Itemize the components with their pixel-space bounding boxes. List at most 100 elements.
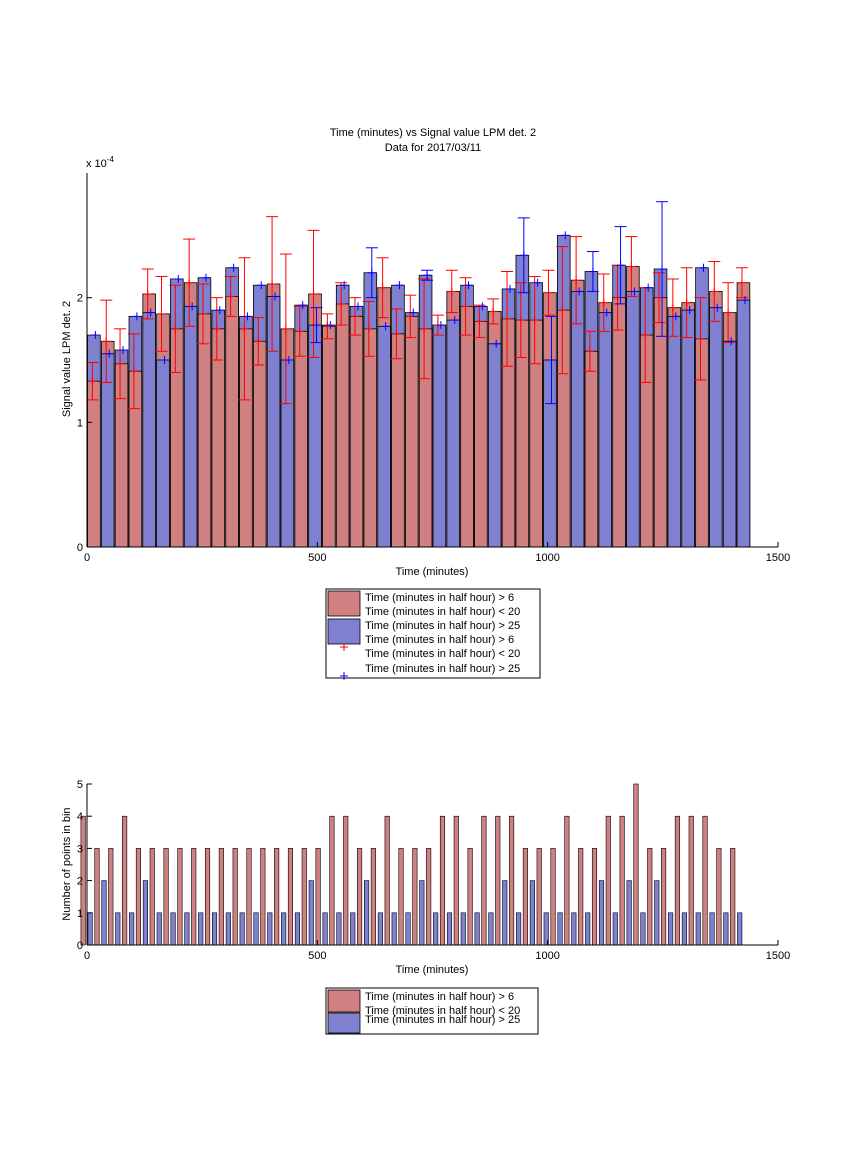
y-tick-label: 2 <box>77 876 83 888</box>
signal-bar-blue <box>183 305 198 548</box>
count-bar-blue <box>488 912 494 946</box>
count-bar-blue <box>391 912 397 946</box>
signal-bar-blue <box>266 296 281 548</box>
count-bar-blue <box>626 880 632 946</box>
signal-bar-red <box>639 334 654 548</box>
count-bar-red <box>80 815 86 946</box>
count-bar-red <box>702 815 708 946</box>
count-bar-red <box>135 848 141 946</box>
signal-bar-blue <box>308 324 322 548</box>
signal-bar-red <box>128 370 143 548</box>
count-bar-blue <box>516 912 522 946</box>
signal-bar-red <box>653 297 668 548</box>
top-chart: Time (minutes) vs Signal value LPM det. … <box>61 127 790 680</box>
count-bar-blue <box>446 912 453 946</box>
count-bar-red <box>619 815 625 946</box>
count-bar-blue <box>502 880 508 946</box>
count-bar-blue <box>654 880 660 946</box>
count-bar-blue <box>668 912 674 946</box>
signal-bar-red <box>529 319 543 548</box>
count-bar-red <box>412 848 418 946</box>
count-bar-red <box>287 848 294 946</box>
count-bar-blue <box>156 912 162 946</box>
signal-bar-red <box>211 328 226 548</box>
y-tick-label: 3 <box>77 843 83 855</box>
signal-bar-red <box>252 340 267 548</box>
y-tick-label: 1 <box>77 417 83 429</box>
top-chart-error-bars <box>86 201 749 410</box>
legend-label: Time (minutes in half hour) > 25 <box>365 663 520 675</box>
signal-bar-red <box>474 320 488 548</box>
count-bar-blue <box>142 880 148 946</box>
count-bar-red <box>94 848 100 946</box>
count-bar-red <box>495 815 501 946</box>
signal-bar-blue <box>722 340 737 548</box>
count-bar-red <box>536 848 542 946</box>
count-bar-blue <box>239 912 245 946</box>
count-bar-red <box>301 848 307 946</box>
legend-label: Time (minutes in half hour) < 20 <box>365 1005 520 1017</box>
legend-swatch <box>327 989 361 1013</box>
signal-bar-blue <box>432 324 447 548</box>
signal-bar-blue <box>667 315 682 548</box>
signal-bar-red <box>114 363 129 548</box>
count-bar-blue <box>322 912 328 946</box>
signal-bar-blue <box>156 359 170 548</box>
count-bar-blue <box>737 912 743 946</box>
count-bar-red <box>550 848 556 946</box>
x-tick-label: 500 <box>308 552 326 564</box>
count-bar-blue <box>557 912 563 946</box>
signal-bar-red <box>87 380 101 548</box>
legend-label: Time (minutes in half hour) < 20 <box>365 606 520 618</box>
count-bar-blue <box>419 880 425 946</box>
signal-bar-red <box>584 350 599 548</box>
signal-bar-blue <box>709 307 723 548</box>
y-tick-label: 0 <box>77 940 83 952</box>
top-chart-legend: Time (minutes in half hour) > 6 Time (min… <box>325 588 541 680</box>
count-bar-red <box>481 815 487 946</box>
bottom-chart-x-axis-label: Time (minutes) <box>396 964 469 976</box>
x-tick-label: 1500 <box>766 552 790 564</box>
signal-bar-blue <box>626 291 640 548</box>
count-bar-red <box>232 848 238 946</box>
signal-bar-red <box>695 338 709 548</box>
x-tick-label: 500 <box>308 950 326 962</box>
count-bar-blue <box>585 912 591 946</box>
count-bar-red <box>467 848 473 946</box>
count-bar-blue <box>198 912 204 946</box>
count-bar-red <box>177 848 183 946</box>
count-bar-red <box>204 848 211 946</box>
count-bar-red <box>246 848 252 946</box>
count-bar-blue <box>709 912 715 946</box>
count-bar-red <box>730 848 736 946</box>
legend-label: Time (minutes in half hour) > 25 <box>365 620 520 632</box>
top-chart-exponent-base: x 10 <box>86 158 107 170</box>
x-tick-label: 0 <box>84 950 90 962</box>
signal-bar-blue <box>280 359 295 548</box>
signal-bar-red <box>515 319 530 548</box>
count-bar-blue <box>529 880 535 946</box>
count-bar-blue <box>253 912 259 946</box>
bottom-chart-bars <box>80 783 743 946</box>
signal-bar-red <box>349 315 364 548</box>
legend-label: Time (minutes in half hour) < 20 <box>365 648 520 660</box>
legend-label: Time (minutes in half hour) > 6 <box>365 592 514 604</box>
x-tick-label: 0 <box>84 552 90 564</box>
count-bar-red <box>591 848 598 946</box>
signal-bar-red <box>557 309 571 548</box>
count-bar-red <box>674 815 680 946</box>
signal-bar-red <box>501 318 516 548</box>
count-bar-red <box>370 848 376 946</box>
y-tick-label: 4 <box>77 811 83 823</box>
count-bar-red <box>605 815 611 946</box>
count-bar-red <box>149 848 155 946</box>
count-bar-blue <box>681 912 687 946</box>
count-bar-blue <box>598 880 605 946</box>
signal-bar-red <box>418 328 433 548</box>
count-bar-red <box>218 848 224 946</box>
legend-label: Time (minutes in half hour) > 6 <box>365 634 514 646</box>
count-bar-blue <box>170 912 176 946</box>
count-bar-blue <box>294 912 301 946</box>
count-bar-blue <box>723 912 729 946</box>
